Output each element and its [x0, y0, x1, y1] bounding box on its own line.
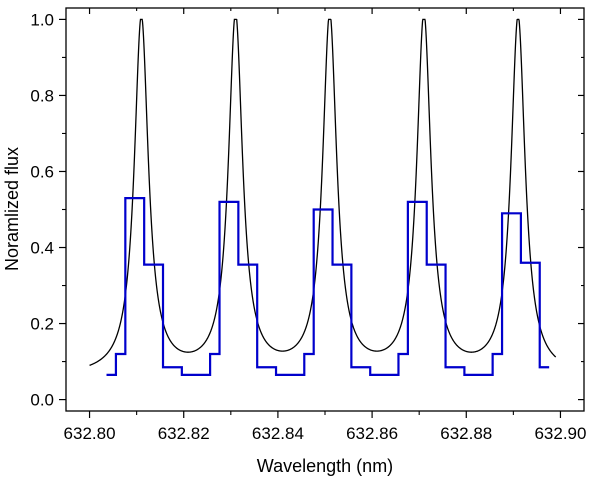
y-tick-label: 0.8	[30, 86, 54, 105]
x-tick-label: 632.80	[64, 424, 116, 443]
model-line	[89, 18, 557, 366]
x-tick-label: 632.88	[440, 424, 492, 443]
y-axis-title: Noramlized flux	[2, 147, 22, 271]
y-tick-label: 0.2	[30, 315, 54, 334]
y-tick-label: 0.4	[30, 239, 54, 258]
x-axis-title: Wavelength (nm)	[257, 456, 393, 476]
y-tick-label: 0.6	[30, 162, 54, 181]
binned-step-line	[106, 196, 550, 376]
y-tick-label: 1.0	[30, 10, 54, 29]
tick-labels: 632.80 632.82 632.84 632.86 632.88 632.90 0.0 0…	[30, 10, 586, 443]
y-tick-label: 0.0	[30, 391, 54, 410]
x-tick-label: 632.82	[158, 424, 210, 443]
series-group	[89, 18, 557, 376]
x-tick-label: 632.86	[346, 424, 398, 443]
x-tick-label: 632.90	[534, 424, 586, 443]
x-tick-label: 632.84	[252, 424, 304, 443]
axis-ticks	[59, 8, 584, 418]
